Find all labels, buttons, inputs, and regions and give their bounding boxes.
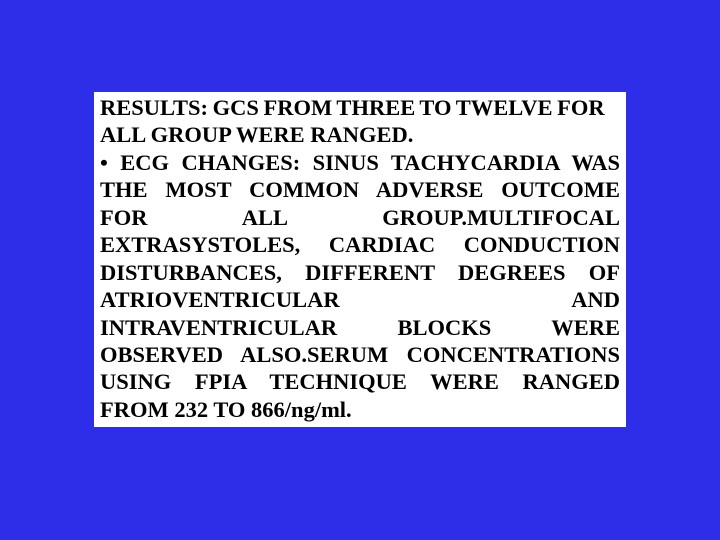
- results-body: • ECG CHANGES: SINUS TACHYCARDIA WAS THE…: [100, 149, 620, 423]
- results-line-2: ALL GROUP WERE RANGED.: [100, 121, 620, 148]
- slide-text-box: RESULTS: GCS FROM THREE TO TWELVE FOR AL…: [94, 92, 626, 427]
- results-line-1: RESULTS: GCS FROM THREE TO TWELVE FOR: [100, 94, 620, 121]
